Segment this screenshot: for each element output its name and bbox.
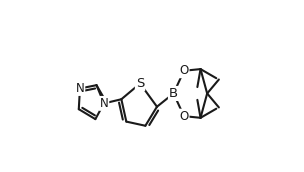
Text: N: N	[100, 97, 108, 110]
Text: O: O	[179, 64, 188, 77]
Text: S: S	[136, 77, 144, 90]
Text: N: N	[76, 82, 84, 95]
Text: B: B	[169, 87, 178, 100]
Text: O: O	[179, 110, 188, 123]
